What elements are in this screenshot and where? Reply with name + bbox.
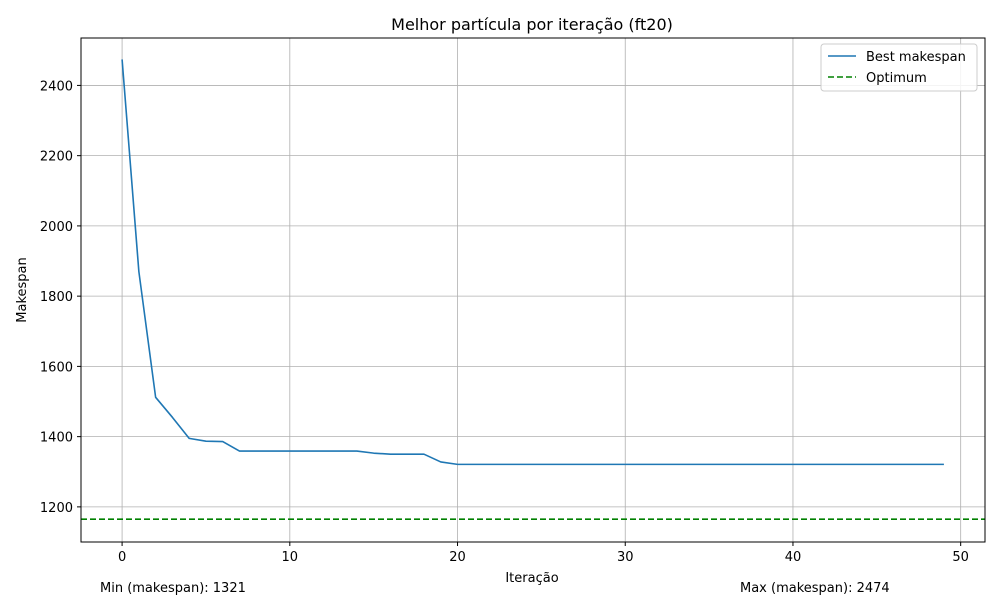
axes-frame — [80, 37, 986, 543]
y-tick-label: 1200 — [40, 501, 73, 516]
best-makespan-line — [121, 59, 944, 466]
y-tick-label: 1400 — [40, 431, 73, 446]
x-tick-label: 30 — [617, 550, 634, 565]
x-tick-label: 20 — [449, 550, 466, 565]
legend: Best makespan Optimum — [820, 43, 978, 92]
y-tick-label: 1800 — [40, 290, 73, 305]
y-tick-label: 1600 — [40, 360, 73, 375]
min-makespan-note: Min (makespan): 1321 — [100, 581, 246, 596]
x-axis-label: Iteração — [505, 571, 558, 586]
x-tick-label: 10 — [282, 550, 299, 565]
plot-area — [81, 59, 985, 520]
x-tick-label: 50 — [952, 550, 969, 565]
max-makespan-note: Max (makespan): 2474 — [740, 581, 890, 596]
x-tick-label: 0 — [118, 550, 126, 565]
y-axis-label: Makespan — [15, 257, 30, 322]
y-tick-label: 2200 — [40, 150, 73, 165]
chart-title: Melhor partícula por iteração (ft20) — [391, 15, 673, 34]
grid — [81, 38, 985, 542]
legend-box — [820, 43, 978, 92]
legend-label-optimum: Optimum — [866, 71, 927, 86]
legend-label-best-makespan: Best makespan — [866, 50, 966, 65]
x-tick-label: 40 — [785, 550, 802, 565]
y-tick-label: 2000 — [40, 220, 73, 235]
axis-ticks: 0 10 20 30 40 50 1200 1400 1600 1800 2000 2200 2400 — [40, 79, 969, 565]
y-tick-label: 2400 — [40, 79, 73, 94]
